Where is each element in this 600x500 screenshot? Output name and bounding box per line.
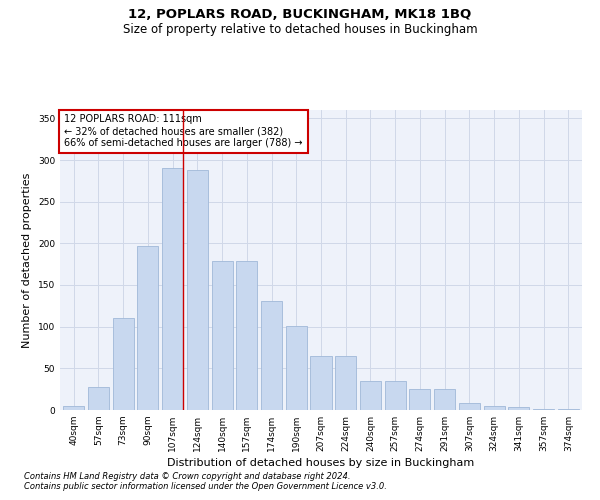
- Bar: [113, 318, 134, 410]
- Bar: [558, 409, 579, 410]
- Bar: [236, 261, 257, 410]
- Bar: [385, 381, 406, 410]
- Text: Contains HM Land Registry data © Crown copyright and database right 2024.: Contains HM Land Registry data © Crown c…: [24, 472, 350, 481]
- Bar: [508, 406, 529, 410]
- Bar: [212, 261, 233, 410]
- Bar: [286, 326, 307, 410]
- Bar: [533, 409, 554, 410]
- Bar: [409, 389, 430, 410]
- Bar: [63, 406, 84, 410]
- Text: Size of property relative to detached houses in Buckingham: Size of property relative to detached ho…: [122, 22, 478, 36]
- Bar: [434, 389, 455, 410]
- Bar: [459, 402, 480, 410]
- Bar: [360, 381, 381, 410]
- Bar: [484, 406, 505, 410]
- Text: Contains public sector information licensed under the Open Government Licence v3: Contains public sector information licen…: [24, 482, 387, 491]
- Bar: [88, 386, 109, 410]
- Bar: [310, 356, 332, 410]
- Bar: [187, 170, 208, 410]
- Bar: [137, 246, 158, 410]
- Bar: [335, 356, 356, 410]
- Bar: [162, 168, 183, 410]
- Text: 12, POPLARS ROAD, BUCKINGHAM, MK18 1BQ: 12, POPLARS ROAD, BUCKINGHAM, MK18 1BQ: [128, 8, 472, 20]
- Text: 12 POPLARS ROAD: 111sqm
← 32% of detached houses are smaller (382)
66% of semi-d: 12 POPLARS ROAD: 111sqm ← 32% of detache…: [64, 114, 302, 148]
- Bar: [261, 301, 282, 410]
- Y-axis label: Number of detached properties: Number of detached properties: [22, 172, 32, 348]
- Text: Distribution of detached houses by size in Buckingham: Distribution of detached houses by size …: [167, 458, 475, 468]
